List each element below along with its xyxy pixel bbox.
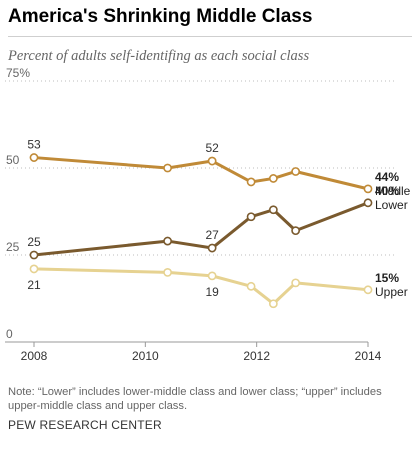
upper-point	[268, 299, 278, 309]
lower-point	[207, 243, 217, 253]
chart-note: Note: “Lower” includes lower-middle clas…	[8, 386, 382, 412]
middle-point	[163, 163, 172, 173]
upper-end-value: 15%	[375, 271, 399, 285]
data-label: 53	[27, 138, 41, 152]
middle-series-name: Middle	[375, 184, 411, 198]
x-tick-label: 2014	[355, 349, 382, 363]
x-tick-label: 2010	[132, 349, 159, 363]
middle-point	[29, 153, 39, 162]
title-divider	[8, 36, 412, 37]
data-label: 27	[205, 228, 219, 242]
chart-title: America's Shrinking Middle Class	[8, 6, 313, 27]
y-tick-label: 0	[6, 327, 13, 341]
upper-point	[363, 285, 373, 295]
upper-point	[291, 278, 301, 288]
lower-series-name: Lower	[375, 198, 408, 212]
upper-point	[29, 264, 39, 274]
middle-end-value: 44%	[375, 170, 399, 184]
chart-subtitle: Percent of adults self-identifing as eac…	[8, 48, 310, 64]
lower-end-value: 40%	[375, 184, 399, 198]
y-tick-label: 75%	[6, 66, 30, 80]
middle-point	[291, 167, 301, 176]
data-label: 25	[27, 235, 41, 249]
upper-point	[207, 271, 217, 281]
lower-point	[246, 212, 256, 222]
middle-series-line	[33, 156, 369, 191]
x-tick-label: 2008	[21, 349, 48, 363]
upper-point	[246, 281, 256, 291]
data-label: 19	[205, 285, 219, 299]
lower-point	[29, 250, 39, 260]
upper-series-line	[33, 267, 369, 306]
lower-point	[363, 198, 373, 208]
middle-point	[207, 156, 217, 166]
upper-series-name: Upper	[375, 285, 408, 299]
lower-series-line	[33, 201, 369, 257]
line-chart: 0 25 50 75% 2008 2010 2012 2014 44%Middle40%Lowe…	[5, 66, 411, 363]
middle-point	[246, 177, 256, 187]
lower-point	[163, 236, 172, 246]
source-label: PEW RESEARCH CENTER	[8, 418, 162, 432]
y-tick-label: 25	[6, 240, 20, 254]
upper-point	[163, 267, 172, 277]
x-tick-label: 2012	[243, 349, 270, 363]
lower-point	[268, 205, 278, 215]
middle-point	[268, 174, 278, 183]
data-label: 52	[205, 141, 219, 155]
y-tick-label: 50	[6, 153, 20, 167]
middle-point	[363, 184, 373, 194]
data-label: 21	[27, 278, 41, 292]
lower-point	[291, 226, 301, 236]
